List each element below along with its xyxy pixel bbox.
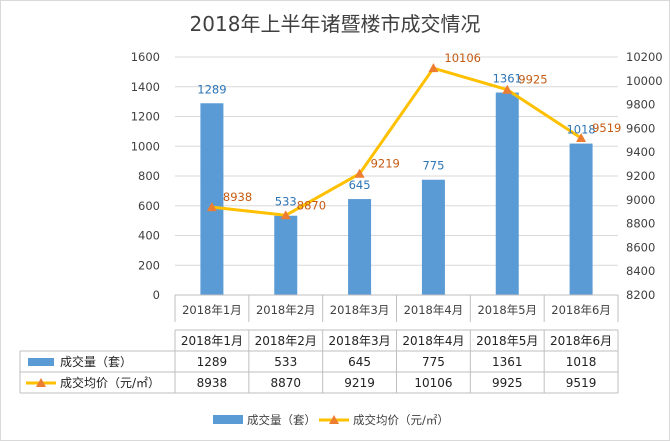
y-right-tick-label: 8800 — [626, 217, 655, 231]
y-right-tick-label: 9200 — [626, 169, 655, 183]
bar-data-label: 1018 — [566, 123, 595, 137]
y-left-tick-label: 0 — [153, 288, 160, 302]
table-cell: 9925 — [492, 376, 523, 390]
y-left-tick-label: 1600 — [131, 50, 160, 64]
line-data-label: 9519 — [592, 121, 621, 135]
legend-key-marker — [329, 415, 339, 424]
line-marker — [428, 63, 439, 73]
data-labels: 1289 533 645 775 1361 1018 8938 8870 9219 10106 99… — [197, 51, 621, 212]
table-header-cell: 2018年3月 — [328, 334, 390, 348]
bar — [200, 103, 224, 295]
table-cell: 8870 — [270, 376, 301, 390]
line-data-label: 8870 — [297, 198, 326, 212]
y-right-tick-label: 9000 — [626, 193, 655, 207]
table-header-cell: 2018年1月 — [181, 334, 243, 348]
legend-key-bar — [213, 415, 243, 424]
line-marker — [354, 168, 365, 178]
bar-series — [200, 92, 593, 296]
table-cell: 533 — [274, 355, 297, 369]
table-cell: 9519 — [566, 376, 597, 390]
line-path — [211, 66, 582, 217]
y-left-tick-label: 1400 — [131, 80, 160, 94]
x-tick-label: 2018年1月 — [182, 303, 242, 317]
table-cell: 8938 — [197, 376, 228, 390]
table-key-marker — [36, 378, 46, 387]
y-right-tick-label: 8200 — [626, 288, 655, 302]
bar — [348, 199, 372, 295]
y-left-tick-label: 600 — [138, 199, 160, 213]
y-left-tick-label: 400 — [138, 229, 160, 243]
legend-label: 成交量（套） — [247, 413, 316, 427]
x-tick-label: 2018年3月 — [330, 303, 390, 317]
data-table: 2018年1月 2018年2月 2018年3月 2018年4月 2018年5月 2018年… — [19, 329, 619, 394]
bar — [569, 143, 593, 295]
legend: 成交量（套） 成交均价（元/㎡） — [213, 413, 449, 427]
bar — [421, 179, 445, 295]
table-header-cell: 2018年6月 — [550, 334, 612, 348]
table-cell: 645 — [348, 355, 371, 369]
line-series — [206, 63, 587, 220]
table-cell: 10106 — [414, 376, 452, 390]
y-right-tick-label: 9800 — [626, 98, 655, 112]
y-right-tick-label: 8400 — [626, 264, 655, 278]
line-marker — [502, 84, 513, 94]
line-marker — [280, 210, 291, 220]
table-cell: 1018 — [566, 355, 597, 369]
y-right-tick-label: 10200 — [626, 50, 663, 64]
bar — [495, 92, 519, 296]
line-data-label: 9925 — [518, 73, 547, 87]
line-data-label: 9219 — [371, 157, 400, 171]
x-tick-label: 2018年2月 — [256, 303, 316, 317]
gridlines — [175, 56, 618, 296]
table-header-cell: 2018年4月 — [402, 334, 464, 348]
bar-data-label: 1289 — [197, 82, 226, 96]
bar — [274, 215, 298, 295]
table-header-cell: 2018年5月 — [476, 334, 538, 348]
y-left-tick-label: 1000 — [131, 139, 160, 153]
table-cell: 1361 — [492, 355, 523, 369]
bar-data-label: 1361 — [493, 72, 522, 86]
table-row-label: 成交均价（元/㎡） — [60, 375, 160, 390]
y-right-tick-label: 9400 — [626, 145, 655, 159]
line-data-label: 10106 — [444, 51, 481, 65]
table-header-cell: 2018年2月 — [255, 334, 317, 348]
y-left-tick-label: 800 — [138, 169, 160, 183]
y-left-tick-label: 200 — [138, 258, 160, 272]
chart-title: 2018年上半年诸暨楼市成交情况 — [190, 12, 481, 36]
axes: 0 200 400 600 800 1000 1200 1400 1600 8200 8400 860… — [131, 50, 663, 322]
table-cell: 1289 — [197, 355, 228, 369]
bar-data-label: 533 — [275, 195, 297, 209]
table-cell: 9219 — [344, 376, 375, 390]
y-right-tick-label: 9600 — [626, 121, 655, 135]
y-right-tick-label: 10000 — [626, 74, 663, 88]
legend-label: 成交均价（元/㎡） — [353, 413, 449, 427]
table-row-label: 成交量（套） — [60, 354, 132, 369]
x-tick-label: 2018年4月 — [404, 303, 464, 317]
line-marker — [576, 133, 587, 143]
line-marker — [206, 202, 217, 212]
bar-data-label: 645 — [349, 178, 371, 192]
y-left-tick-label: 1200 — [131, 110, 160, 124]
line-data-label: 8938 — [223, 190, 252, 204]
y-right-tick-label: 8600 — [626, 240, 655, 254]
table-key-bar — [28, 358, 54, 366]
x-tick-label: 2018年5月 — [477, 303, 537, 317]
table-cell: 775 — [422, 355, 445, 369]
x-tick-label: 2018年6月 — [551, 303, 611, 317]
bar-data-label: 775 — [422, 159, 444, 173]
